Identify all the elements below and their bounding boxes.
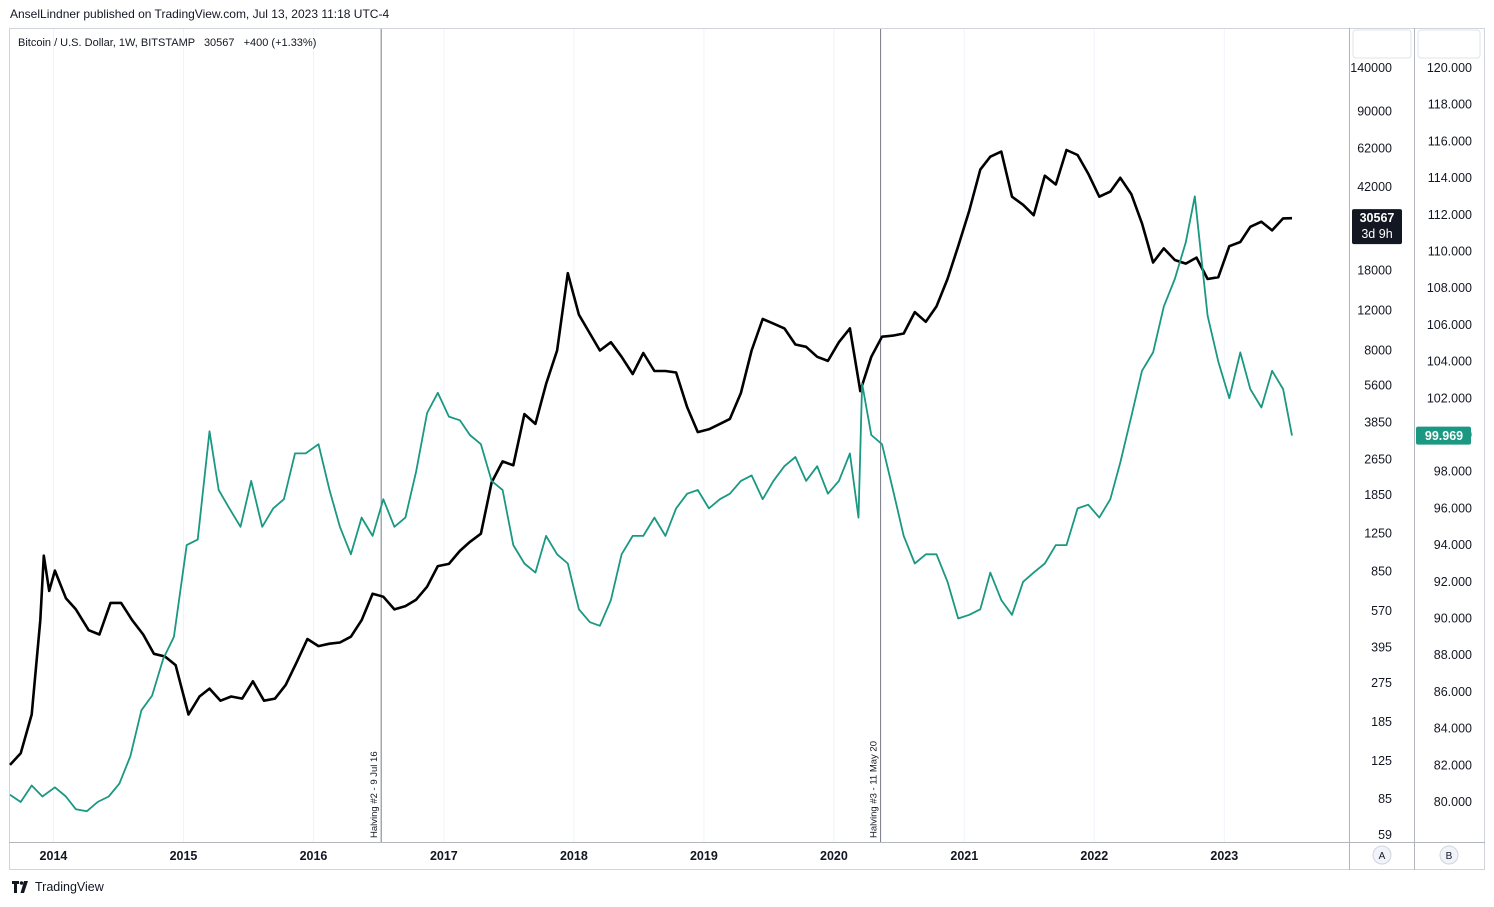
axis-a-tick-59: 59	[1378, 828, 1392, 842]
axis-a-tick-185: 185	[1371, 715, 1392, 729]
x-tick-label-2017[interactable]: 2017	[430, 849, 458, 863]
x-tick-label-2014[interactable]: 2014	[40, 849, 68, 863]
x-tick-label-2021[interactable]: 2021	[950, 849, 978, 863]
halving-label-3: Halving #3 - 11 May 20	[869, 741, 880, 838]
publisher-line: AnselLindner published on TradingView.co…	[10, 7, 390, 21]
price-axis-a[interactable]: 140000 90000 62000 42000 18000 12000 8000 5600 3…	[1350, 61, 1392, 842]
x-tick-label-2020[interactable]: 2020	[820, 849, 848, 863]
axis-a-tick-90000: 90000	[1357, 105, 1392, 119]
last-b-badge-value: 99.969	[1425, 429, 1463, 443]
axis-b-tick-110.000: 110.000	[1428, 245, 1472, 259]
x-tick-label-2019[interactable]: 2019	[690, 849, 718, 863]
price-axis-b[interactable]: 120.000 118.000 116.000 114.000 112.000 110.0…	[1427, 61, 1472, 809]
axis-b-tick-86.000: 86.000	[1434, 685, 1472, 699]
chart-frame	[9, 28, 1485, 870]
axis-a-tick-125: 125	[1371, 754, 1392, 768]
scale-button-b-label: B	[1446, 851, 1453, 862]
last-price-badge-countdown: 3d 9h	[1361, 227, 1392, 241]
last-b-badge	[1416, 426, 1471, 445]
axis-b-tick-82.000: 82.000	[1434, 758, 1472, 772]
x-tick-label-2023[interactable]: 2023	[1210, 849, 1238, 863]
axis-b-tick-108.000: 108.000	[1427, 281, 1472, 295]
axis-b-tick-94.000: 94.000	[1434, 538, 1472, 552]
footer-brand[interactable]: TradingView	[35, 880, 104, 894]
axis-b-tick-88.000: 88.000	[1434, 648, 1472, 662]
axis-b-tick-90.000: 90.000	[1434, 612, 1472, 626]
dxy-line	[9, 195, 1293, 813]
axis-a-tick-1850: 1850	[1364, 488, 1392, 502]
axis-b-toolbar-box[interactable]	[1417, 29, 1481, 59]
axis-a-tick-12000: 12000	[1357, 303, 1392, 317]
scale-button-b[interactable]: B	[1439, 845, 1459, 865]
x-tick-label-2016[interactable]: 2016	[300, 849, 328, 863]
axis-b-tick-112.000: 112.000	[1428, 208, 1472, 222]
last-price-badge-value: 30567	[1360, 211, 1395, 225]
axis-b-tick-92.000: 92.000	[1434, 575, 1472, 589]
axis-a-tick-42000: 42000	[1357, 180, 1392, 194]
axis-b-tick-98.000: 98.000	[1434, 465, 1472, 479]
axis-a-tick-2650: 2650	[1364, 453, 1392, 467]
series-lines	[9, 148, 1293, 813]
axis-b-tick-116.000: 116.000	[1428, 134, 1472, 148]
btc-price-line	[9, 148, 1293, 766]
scale-button-a[interactable]: A	[1372, 845, 1392, 865]
x-tick-label-2022[interactable]: 2022	[1080, 849, 1108, 863]
axis-a-tick-275: 275	[1371, 676, 1392, 690]
halving-markers: Halving #2 - 9 Jul 16 Halving #3 - 11 May…	[369, 29, 882, 842]
legend-change: +400 (+1.33%)	[244, 37, 317, 49]
legend-price: 30567	[204, 37, 235, 49]
axis-b-tick-114.000: 114.000	[1428, 171, 1472, 185]
halving-label-2: Halving #2 - 9 Jul 16	[369, 751, 380, 838]
axis-b-tick-102.000: 102.000	[1427, 391, 1472, 405]
axis-a-tick-5600: 5600	[1364, 379, 1392, 393]
axis-a-tick-62000: 62000	[1357, 141, 1392, 155]
last-price-badge	[1352, 209, 1402, 245]
x-tick-label-2018[interactable]: 2018	[560, 849, 588, 863]
axis-a-tick-8000: 8000	[1364, 343, 1392, 357]
axis-a-tick-140000: 140000	[1350, 61, 1392, 75]
time-axis[interactable]: 2014 2015 2016 2017 2018 2019 2020 2021 2022 2023	[40, 849, 1239, 863]
x-gridlines	[52, 29, 1225, 842]
axis-a-toolbar-box[interactable]	[1352, 29, 1412, 59]
axis-a-tick-85: 85	[1378, 792, 1392, 806]
last-value-badges: 30567 3d 9h 99.969	[1352, 209, 1471, 445]
axis-a-tick-1250: 1250	[1364, 527, 1392, 541]
axis-b-tick-106.000: 106.000	[1427, 318, 1472, 332]
axis-b-tick-80.000: 80.000	[1434, 795, 1472, 809]
scale-button-a-label: A	[1379, 851, 1386, 862]
axis-b-tick-96.000: 96.000	[1434, 501, 1472, 515]
axis-b-tick-104.000: 104.000	[1427, 355, 1472, 369]
axis-b-tick-120.000: 120.000	[1427, 61, 1472, 75]
axis-a-tick-3850: 3850	[1364, 416, 1392, 430]
axis-a-tick-570: 570	[1371, 604, 1392, 618]
tradingview-logo-icon[interactable]	[12, 881, 30, 893]
legend-symbol: Bitcoin / U.S. Dollar, 1W, BITSTAMP 3056…	[18, 37, 316, 49]
axis-b-tick-84.000: 84.000	[1434, 722, 1472, 736]
legend-symbol-name: Bitcoin / U.S. Dollar, 1W, BITSTAMP	[18, 37, 195, 49]
footer: TradingView	[12, 880, 104, 894]
axis-a-tick-850: 850	[1371, 565, 1392, 579]
axis-a-tick-395: 395	[1371, 640, 1392, 654]
axis-b-tick-118.000: 118.000	[1428, 98, 1472, 112]
axis-a-tick-18000: 18000	[1357, 263, 1392, 277]
x-tick-label-2015[interactable]: 2015	[170, 849, 198, 863]
